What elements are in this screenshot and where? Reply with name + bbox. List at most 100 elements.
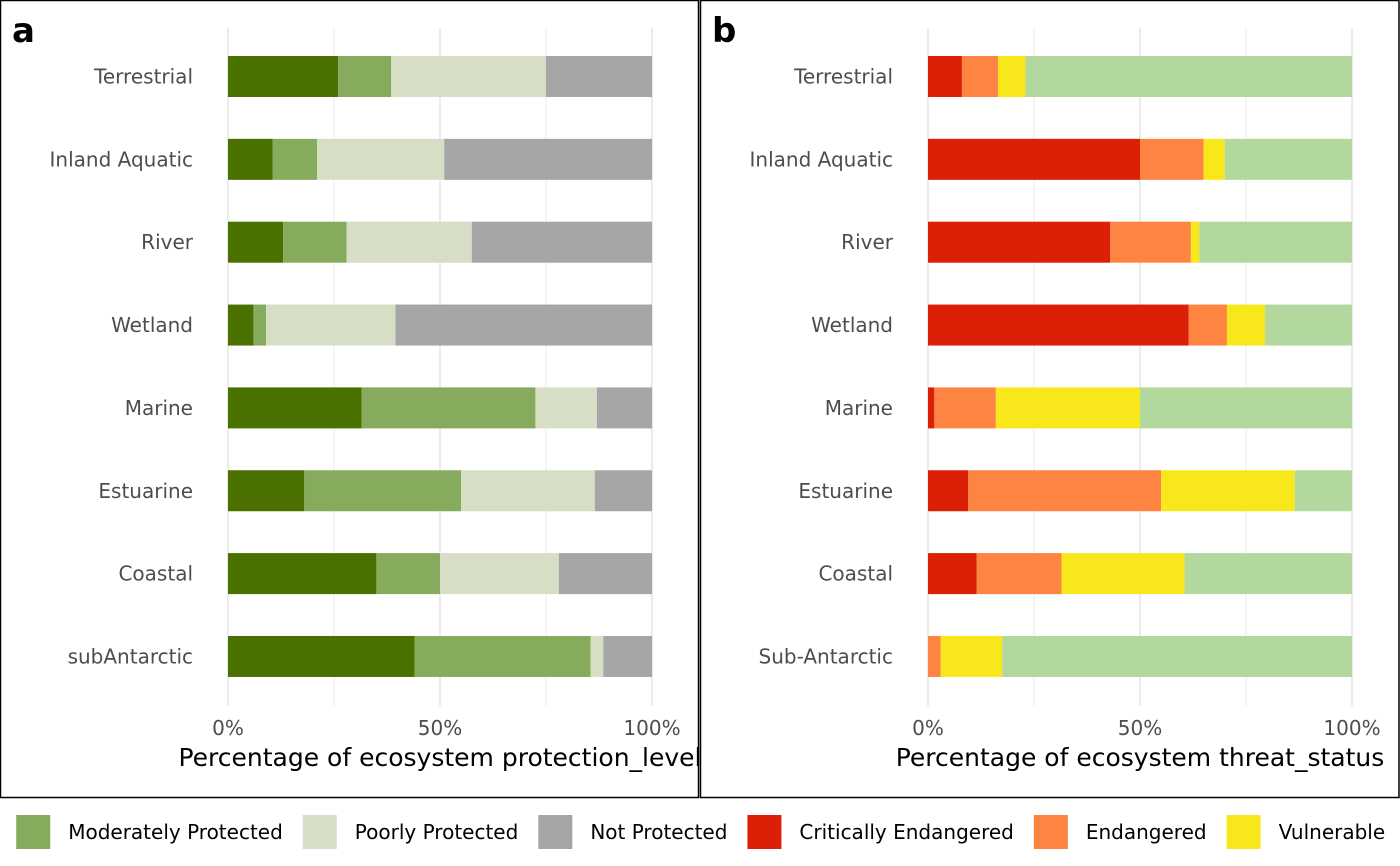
bar-segment	[546, 56, 652, 97]
bar-segment	[961, 56, 998, 97]
legend-item: Not Protected	[538, 815, 727, 849]
bar-segment	[928, 553, 977, 595]
category-label: Marine	[825, 396, 893, 420]
panel-a: a Terrestrial Inland Aquatic River Wetland M…	[0, 0, 702, 799]
legend-label: Moderately Protected	[68, 820, 283, 844]
bar-segment	[338, 56, 392, 97]
bar-segment	[535, 387, 597, 429]
bar-segment	[414, 635, 591, 677]
legend-key	[747, 815, 782, 849]
bar-segment	[928, 304, 1189, 346]
category-label: Terrestrial	[793, 65, 893, 89]
category-label: Sub-Antarctic	[759, 644, 893, 668]
bar-segment	[928, 56, 962, 97]
bar-segment	[603, 635, 652, 677]
bars	[228, 56, 652, 677]
legend-key	[1033, 815, 1068, 849]
bar-segment	[376, 553, 440, 595]
category-label: Inland Aquatic	[50, 147, 193, 171]
bar-segment	[928, 221, 1111, 263]
legend-key	[302, 815, 337, 849]
category-label: Inland Aquatic	[750, 147, 893, 171]
bar-segment	[391, 56, 546, 97]
x-tick-label: 50%	[418, 716, 462, 740]
legend-item: Vulnerable	[1226, 815, 1386, 849]
legend-label: Critically Endangered	[799, 820, 1013, 844]
bar-segment	[1265, 304, 1352, 346]
bar-segment	[995, 387, 1140, 429]
legend-label: Vulnerable	[1279, 820, 1386, 844]
bar-segment	[272, 138, 318, 180]
x-tick-label: 100%	[1323, 716, 1380, 740]
bar-segment	[440, 553, 559, 595]
bar-segment	[928, 635, 941, 677]
bar-segment	[228, 221, 284, 263]
bar-segment	[1226, 304, 1266, 346]
bar-segment	[928, 387, 935, 429]
category-label: River	[841, 230, 894, 254]
bar-segment	[1110, 221, 1191, 263]
bar-segment	[1190, 221, 1200, 263]
bar-segment	[228, 553, 377, 595]
category-labels: Terrestrial Inland Aquatic River Wetland Mar…	[50, 65, 194, 669]
category-label: River	[141, 230, 194, 254]
legend-item: Critically Endangered	[747, 815, 1014, 849]
bar-segment	[461, 470, 595, 512]
bar-segment	[228, 138, 273, 180]
bars	[928, 56, 1352, 677]
bar-segment	[228, 304, 254, 346]
category-label: Coastal	[818, 562, 893, 586]
x-tick-label: 50%	[1118, 716, 1162, 740]
bar-segment	[594, 470, 652, 512]
panel-tag: b	[712, 11, 736, 51]
legend-item: Moderately Protected	[16, 815, 283, 849]
bar-segment	[1199, 221, 1352, 263]
category-label: Wetland	[111, 313, 193, 337]
bar-segment	[228, 387, 362, 429]
bar-segment	[940, 635, 1003, 677]
category-label: Estuarine	[798, 479, 893, 503]
panel-tag: a	[12, 11, 35, 51]
bar-segment	[471, 221, 652, 263]
legend-key	[538, 815, 573, 849]
panel-b: b Terrestrial Inland Aquatic River Wetland M…	[699, 0, 1400, 799]
bar-segment	[1161, 470, 1295, 512]
bar-segment	[228, 470, 305, 512]
bar-segment	[1294, 470, 1352, 512]
bar-segment	[228, 56, 339, 97]
legend-key	[16, 815, 51, 849]
bar-segment	[317, 138, 445, 180]
bar-segment	[997, 56, 1026, 97]
legend-item: Endangered	[1033, 815, 1207, 849]
bar-segment	[968, 470, 1162, 512]
bar-segment	[1140, 138, 1204, 180]
bar-segment	[976, 553, 1062, 595]
bar-segment	[596, 387, 652, 429]
panel-border	[699, 0, 1400, 799]
category-label: Wetland	[811, 313, 893, 337]
legend: Well ProtectedModerately ProtectedPoorly…	[16, 815, 1386, 849]
bar-segment	[1188, 304, 1227, 346]
bar-segment	[1140, 387, 1352, 429]
bar-segment	[1184, 553, 1352, 595]
x-tick-label: 0%	[912, 716, 944, 740]
legend-item: Poorly Protected	[302, 815, 519, 849]
x-axis-title: Percentage of ecosystem protection_level	[178, 743, 701, 772]
bar-segment	[1025, 56, 1352, 97]
x-tick-labels: 0% 50% 100%	[912, 716, 1380, 740]
category-labels: Terrestrial Inland Aquatic River Wetland Mar…	[750, 65, 894, 669]
bar-segment	[928, 470, 969, 512]
bar-segment	[304, 470, 462, 512]
legend-label: Poorly Protected	[355, 820, 519, 844]
x-tick-labels: 0% 50% 100%	[212, 716, 680, 740]
bar-segment	[253, 304, 267, 346]
bar-segment	[1224, 138, 1352, 180]
category-label: subAntarctic	[68, 644, 193, 668]
bar-segment	[346, 221, 472, 263]
bar-segment	[590, 635, 604, 677]
category-label: Terrestrial	[93, 65, 193, 89]
panel-border	[0, 0, 700, 799]
legend-label: Endangered	[1086, 820, 1207, 844]
bar-segment	[928, 138, 1140, 180]
bar-segment	[1203, 138, 1225, 180]
